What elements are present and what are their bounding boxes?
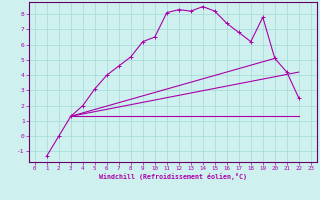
X-axis label: Windchill (Refroidissement éolien,°C): Windchill (Refroidissement éolien,°C) bbox=[99, 173, 247, 180]
